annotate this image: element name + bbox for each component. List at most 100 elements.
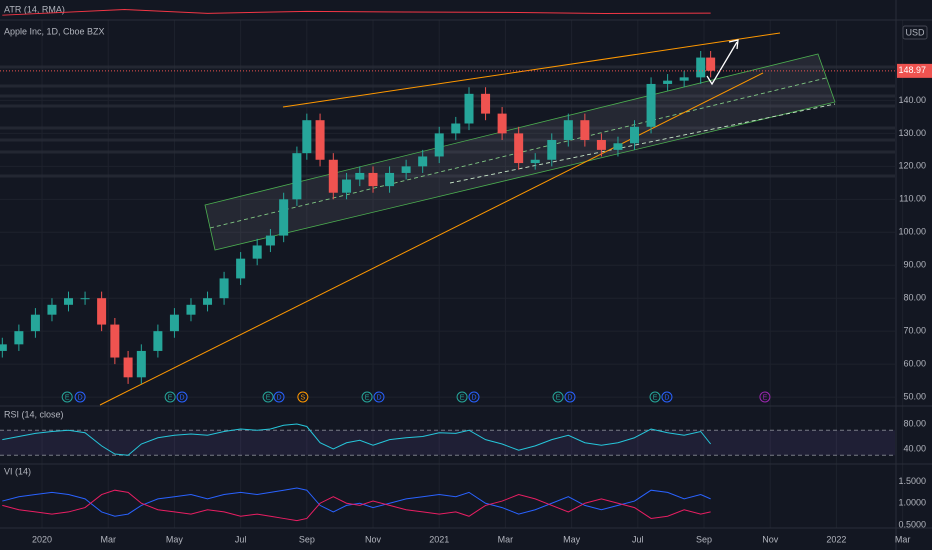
x-tick-label: 2020 [32, 534, 52, 544]
candle-body [696, 57, 706, 78]
candle-body [342, 179, 352, 193]
event-label: E [556, 394, 561, 401]
candle-body [328, 159, 338, 193]
x-tick-label: Nov [365, 534, 382, 544]
event-label: D [276, 394, 281, 401]
vi-line [2, 487, 711, 517]
candle-body [646, 83, 656, 127]
y-tick-label: 140.00 [898, 95, 926, 105]
trend-line [99, 72, 764, 406]
candle-body [80, 298, 90, 300]
vi-tick-label: 1.5000 [898, 476, 926, 486]
candle-body [123, 357, 133, 378]
event-label: E [65, 394, 70, 401]
candle-body [679, 77, 689, 81]
y-tick-label: 130.00 [898, 128, 926, 138]
x-tick-label: Jul [235, 534, 247, 544]
y-tick-label: 80.00 [903, 293, 926, 303]
candle-body [497, 113, 507, 134]
candle-body [355, 172, 365, 180]
vi-tick-label: 1.0000 [898, 498, 926, 508]
candle-body [630, 126, 640, 144]
candle-body [451, 123, 461, 134]
candle-body [0, 344, 7, 351]
event-label: D [471, 394, 476, 401]
x-tick-label: 2021 [429, 534, 449, 544]
event-icon [661, 391, 673, 403]
y-tick-label: 50.00 [903, 391, 926, 401]
event-label: E [266, 394, 271, 401]
candle-body [292, 153, 302, 200]
x-tick-label: Sep [696, 534, 712, 544]
vi-tick-label: 0.5000 [898, 519, 926, 529]
candle-body [563, 120, 573, 140]
arrow-head [728, 39, 739, 50]
event-icon [74, 391, 86, 403]
vi-label: VI (14) [4, 466, 31, 476]
event-icon [61, 391, 73, 403]
x-tick-label: Nov [762, 534, 779, 544]
currency[interactable]: USD [905, 27, 925, 37]
candle-body [706, 57, 716, 71]
event-icon [552, 391, 564, 403]
candle-body [136, 350, 146, 378]
rsi-tick-label: 80.00 [903, 418, 926, 428]
candle-body [663, 80, 673, 84]
event-label: D [78, 394, 83, 401]
event-icon [262, 391, 274, 403]
candle-body [613, 143, 623, 150]
projection-arrow [706, 41, 738, 86]
candle-body [368, 172, 378, 187]
x-tick-label: May [166, 534, 184, 544]
candle-body [236, 258, 246, 279]
y-tick-label: 90.00 [903, 260, 926, 270]
candle-body [30, 314, 40, 332]
candle-body [596, 139, 606, 150]
event-icon [564, 391, 576, 403]
candle-body [401, 166, 411, 173]
candle-body [302, 120, 312, 154]
y-tick-label: 120.00 [898, 161, 926, 171]
event-icon [297, 391, 309, 403]
candle-body [580, 120, 590, 140]
event-icon [468, 391, 480, 403]
candle-body [315, 120, 325, 160]
event-label: D [567, 394, 572, 401]
event-icon [361, 391, 373, 403]
price-marks [0, 50, 716, 384]
y-tick-label: 70.00 [903, 326, 926, 336]
currency-box[interactable] [902, 25, 928, 40]
last-price-label: 148.97 [898, 65, 926, 75]
x-tick-label: Mar [498, 534, 514, 544]
candle-body [265, 235, 275, 246]
event-label: D [180, 394, 185, 401]
event-icon [273, 391, 285, 403]
rsi-label: RSI (14, close) [4, 409, 64, 419]
event-label: E [460, 394, 465, 401]
candle-body [14, 331, 24, 345]
candle-body [385, 172, 395, 187]
x-tick-label: 2022 [826, 534, 846, 544]
x-tick-label: Mar [100, 534, 116, 544]
event-icon [164, 391, 176, 403]
event-icon [176, 391, 188, 403]
y-tick-label: 100.00 [898, 227, 926, 237]
candle-body [279, 199, 289, 236]
event-icon [456, 391, 468, 403]
candle-body [530, 159, 540, 164]
atr-label: ATR (14, RMA) [4, 4, 65, 14]
candle-body [547, 139, 557, 160]
event-icon [649, 391, 661, 403]
candle-body [434, 133, 444, 157]
event-label: S [301, 394, 306, 401]
candle-body [186, 304, 196, 315]
candle-body [110, 324, 120, 358]
rsi-line [2, 423, 712, 456]
candle-body [252, 245, 262, 259]
levels [0, 65, 895, 178]
event-label: D [376, 394, 381, 401]
last-price-box [897, 63, 932, 78]
y-tick-label: 60.00 [903, 359, 926, 369]
candle-body [481, 93, 491, 114]
